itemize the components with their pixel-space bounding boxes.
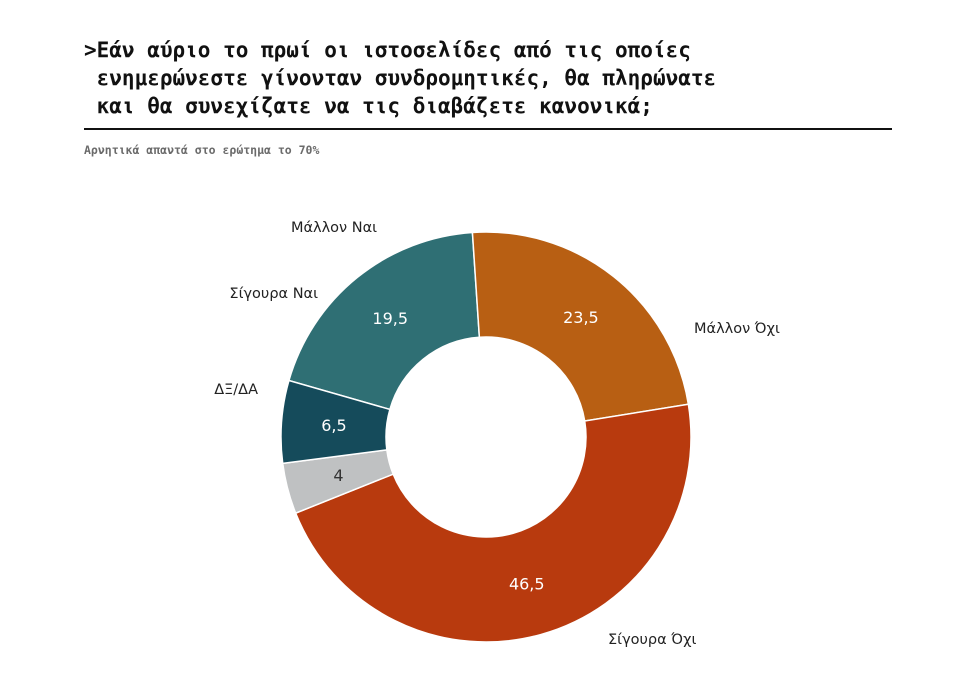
donut-slice [280, 379, 391, 465]
slice-value-label: 23,5 [563, 308, 599, 327]
slice-value-label: 6,5 [321, 416, 346, 435]
slice-category-label: Μάλλον Ναι [291, 220, 377, 236]
slice-value-label: 4 [333, 466, 343, 485]
donut-slice [288, 231, 481, 411]
title-divider [84, 128, 892, 130]
title-line-1: >Εάν αύριο το πρωί οι ιστοσελίδες από τι… [84, 38, 691, 62]
title-line-3: και θα συνεχίζατε να τις διαβάζετε κανον… [84, 94, 653, 118]
title-line-2: ενημερώνεστε γίνονταν συνδρομητικές, θα … [84, 66, 717, 90]
slice-category-label: Μάλλον Όχι [694, 321, 780, 337]
chart-title: >Εάν αύριο το πρωί οι ιστοσελίδες από τι… [84, 36, 904, 120]
slice-category-label: Σίγουρα Ναι [229, 286, 318, 302]
chart-subtitle: Αρνητικά απαντά στο ερώτημα το 70% [84, 143, 320, 157]
slice-value-label: 19,5 [372, 309, 408, 328]
slice-category-label: Σίγουρα Όχι [608, 632, 696, 648]
slice-value-label: 46,5 [509, 574, 545, 593]
donut-slice [471, 231, 690, 422]
slice-category-label: ΔΞ/ΔΑ [214, 382, 258, 398]
donut-slice [294, 403, 692, 643]
